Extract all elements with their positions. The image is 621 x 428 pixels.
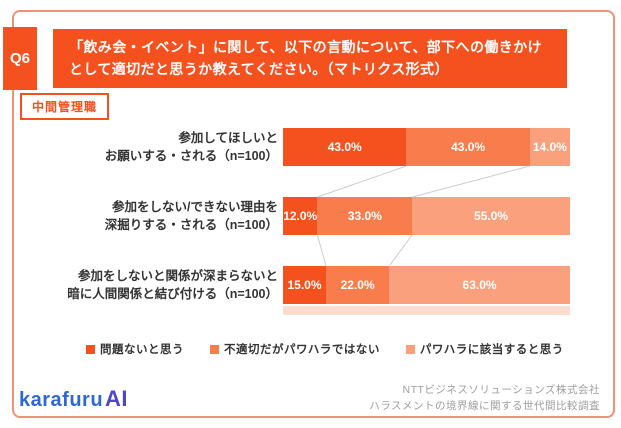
segment-value-label: 55.0% — [474, 209, 509, 223]
source-company: NTTビジネスソリューションズ株式会社 — [402, 384, 600, 396]
category-label: 参加してほしいと お願いする・される（n=100） — [38, 129, 278, 165]
stacked-bar-row1: 43.0% 43.0% 14.0% — [283, 128, 570, 166]
stacked-bar-row2: 12.0% 33.0% 55.0% — [283, 197, 570, 235]
legend-item: 不適切だがパワハラではない — [210, 341, 380, 357]
question-number-box: Q6 — [3, 27, 37, 90]
legend-label: 不適切だがパワハラではない — [224, 344, 380, 356]
category-label-line2: 深掘りする・される（n=100） — [104, 218, 278, 232]
bar-segment: 14.0% — [529, 128, 570, 166]
bar-segment: 12.0% — [283, 197, 318, 235]
axis-base-strip — [283, 306, 570, 315]
category-label-line1: 参加してほしいと — [178, 130, 278, 145]
segment-value-label: 14.0% — [532, 140, 567, 154]
stacked-bar-row3: 15.0% 22.0% 63.0% — [283, 266, 570, 304]
segment-value-label: 63.0% — [462, 278, 497, 292]
segment-value-label: 12.0% — [283, 209, 318, 223]
segment-value-label: 43.0% — [327, 140, 362, 154]
logo-suffix: AI — [105, 386, 129, 411]
bar-segment: 15.0% — [283, 266, 327, 304]
survey-source: NTTビジネスソリューションズ株式会社 ハラスメントの境界線に関する世代間比較調… — [369, 382, 600, 415]
question-title-banner: 「飲み会・イベント」に関して、以下の言動について、部下への働きかけ として適切だ… — [53, 29, 567, 88]
question-title-line1: 「飲み会・イベント」に関して、以下の言動について、部下への働きかけ — [69, 38, 542, 55]
bar-segment: 63.0% — [389, 266, 570, 304]
segment-value-label: 33.0% — [347, 209, 382, 223]
source-survey-name: ハラスメントの境界線に関する世代間比較調査 — [369, 400, 600, 413]
segment-value-label: 15.0% — [287, 278, 322, 292]
bar-segment: 33.0% — [317, 197, 413, 235]
legend-swatch-icon — [210, 344, 219, 354]
segment-value-label: 43.0% — [451, 140, 486, 154]
question-title-line2: として適切だと思うか教えてください。（マトリクス形式） — [69, 60, 449, 77]
legend-item: パワハラに該当すると思う — [405, 341, 564, 357]
category-label-line2: お願いする・される（n=100） — [104, 149, 278, 163]
chart-legend: 問題ないと思う 不適切だがパワハラではない パワハラに該当すると思う — [86, 341, 564, 357]
card-border — [12, 10, 615, 418]
legend-swatch-icon — [405, 344, 415, 354]
legend-swatch-icon — [86, 344, 95, 354]
respondent-group-label: 中間管理職 — [32, 100, 98, 114]
bar-segment: 55.0% — [412, 197, 570, 235]
bar-segment: 43.0% — [406, 128, 530, 166]
karafuru-ai-logo: karafuruAI — [19, 386, 128, 412]
question-number: Q6 — [9, 50, 30, 67]
bar-segment: 22.0% — [326, 266, 390, 304]
segment-value-label: 22.0% — [340, 278, 375, 292]
logo-text: karafuru — [19, 389, 104, 411]
category-label-line1: 参加をしないと関係が深まらないと — [77, 268, 278, 283]
category-label: 参加をしないと関係が深まらないと 暗に人間関係と結び付ける（n=100） — [38, 267, 278, 303]
respondent-group-badge: 中間管理職 — [20, 93, 110, 120]
legend-item: 問題ないと思う — [86, 341, 184, 357]
category-label: 参加をしない/できない理由を 深掘りする・される（n=100） — [38, 198, 278, 234]
bar-segment: 43.0% — [283, 128, 407, 166]
category-label-line1: 参加をしない/できない理由を — [112, 199, 278, 214]
category-label-line2: 暗に人間関係と結び付ける（n=100） — [67, 287, 278, 301]
legend-label: 問題ないと思う — [100, 344, 184, 356]
legend-label: パワハラに該当すると思う — [419, 344, 564, 356]
